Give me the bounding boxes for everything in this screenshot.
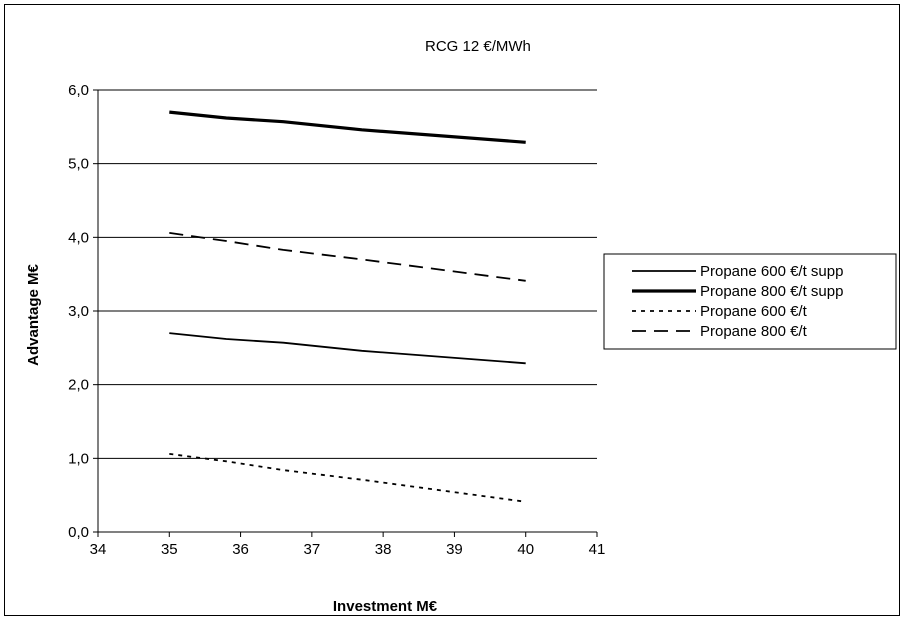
y-tick-label: 2,0	[68, 377, 89, 394]
y-tick-label: 1,0	[68, 450, 89, 467]
legend-label: Propane 800 €/t supp	[700, 283, 843, 300]
x-tick-label: 40	[517, 541, 534, 558]
tick-labels: 0,0 1,0 2,0 3,0 4,0 5,0 6,0 34 35 36 37 38 39 40 41	[68, 82, 605, 558]
x-tick-label: 36	[232, 541, 249, 558]
y-tick-label: 6,0	[68, 82, 89, 99]
legend-label: Propane 600 €/t supp	[700, 263, 843, 280]
y-tick-label: 5,0	[68, 156, 89, 173]
legend: Propane 600 €/t supp Propane 800 €/t supp…	[603, 253, 897, 350]
x-tick-label: 34	[90, 541, 107, 558]
x-tick-label: 38	[375, 541, 392, 558]
axes	[93, 89, 598, 537]
y-tick-label: 3,0	[68, 303, 89, 320]
series-line-4	[169, 232, 526, 282]
grid-lines	[98, 89, 597, 459]
series-line-1	[169, 332, 526, 365]
x-tick-label: 39	[446, 541, 463, 558]
series-line-3	[169, 453, 526, 503]
annotation-label: RCG 12 €/MWh	[425, 38, 531, 55]
x-axis-title: Investment M€	[333, 598, 438, 615]
y-tick-label: 4,0	[68, 229, 89, 246]
series-line-2	[169, 110, 526, 144]
y-axis-title: Advantage M€	[25, 264, 42, 366]
x-tick-label: 37	[304, 541, 321, 558]
legend-label: Propane 600 €/t	[700, 303, 808, 320]
x-tick-label: 41	[589, 541, 606, 558]
legend-box	[603, 253, 897, 350]
legend-label: Propane 800 €/t	[700, 323, 808, 340]
x-tick-label: 35	[161, 541, 178, 558]
series-lines	[169, 110, 526, 503]
y-tick-label: 0,0	[68, 524, 89, 541]
